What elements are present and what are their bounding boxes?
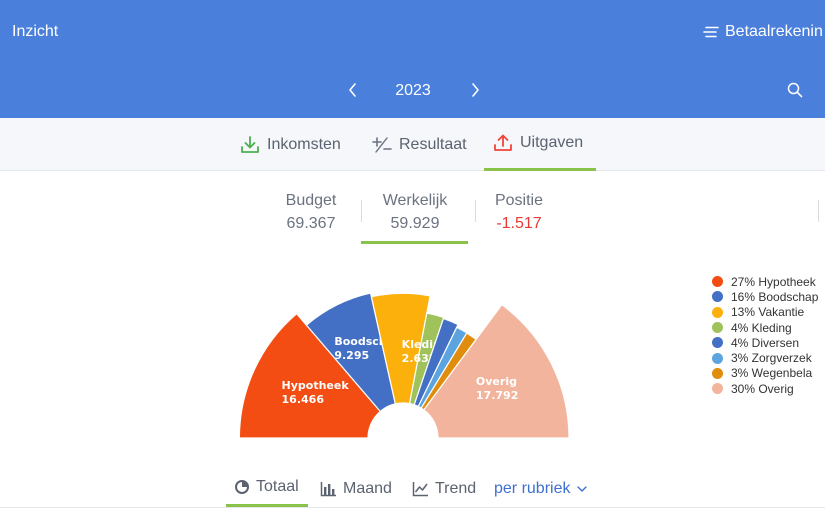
- legend-color-dot: [712, 383, 723, 395]
- header: Inzicht Betaalrekenin 2023: [0, 0, 825, 118]
- legend-label: 13% Vakantie: [731, 305, 805, 320]
- slice-value: 17.792: [476, 389, 518, 402]
- year-label: 2023: [395, 82, 431, 99]
- summary-werkelijk[interactable]: Werkelijk 59.929: [371, 192, 459, 233]
- divider: [361, 200, 362, 222]
- positie-value: -1.517: [496, 215, 542, 232]
- tab-inkomsten[interactable]: Inkomsten: [240, 118, 341, 171]
- slice-vakantie[interactable]: [370, 292, 431, 405]
- legend-item: 30% Overig: [712, 381, 818, 396]
- plus-minus-icon: [372, 136, 392, 154]
- account-label: Betaalrekenin: [725, 23, 823, 40]
- legend-label: 16% Boodschap: [731, 289, 819, 304]
- budget-value: 69.367: [286, 215, 336, 232]
- tab-maand[interactable]: Maand: [320, 470, 392, 507]
- tab-label: Inkomsten: [267, 135, 341, 153]
- slice-value: 16.466: [282, 393, 325, 406]
- slice-boodschappen[interactable]: [305, 292, 397, 413]
- legend-item: 16% Boodschap: [712, 289, 818, 304]
- chevron-down-icon: [576, 484, 588, 494]
- legend-color-dot: [712, 276, 723, 288]
- summary-budget: Budget 69.367: [276, 192, 346, 233]
- tab-label: Uitgaven: [520, 134, 584, 151]
- positie-label: Positie: [494, 192, 544, 209]
- grouping-dropdown[interactable]: per rubriek: [494, 470, 588, 507]
- legend-color-dot: [712, 337, 723, 349]
- legend-item: 13% Vakantie: [712, 305, 818, 320]
- download-icon: [240, 135, 260, 154]
- tab-label: Trend: [435, 479, 477, 497]
- pie-chart-icon: [234, 479, 250, 495]
- legend-label: 3% Zorgverzek: [731, 351, 812, 366]
- legend-label: 27% Hypotheek: [731, 274, 816, 289]
- app-title: Inzicht: [12, 23, 59, 40]
- search-icon[interactable]: [787, 82, 803, 103]
- active-summary-indicator: [361, 241, 468, 244]
- tab-trend[interactable]: Trend: [412, 470, 476, 507]
- divider: [0, 507, 825, 508]
- budget-label: Budget: [285, 192, 337, 209]
- legend-item: 4% Kleding: [712, 320, 818, 335]
- legend-color-dot: [712, 306, 723, 318]
- menu-lines-icon: [703, 26, 719, 38]
- tab-label: Resultaat: [399, 135, 467, 153]
- slice-value: 9.295: [334, 349, 369, 362]
- half-donut-chart: Hypotheek16.466Boodschappen9.295Kleding2…: [240, 292, 570, 439]
- legend-color-dot: [712, 367, 723, 379]
- slice-hypotheek[interactable]: [240, 312, 382, 439]
- line-chart-icon: [412, 481, 429, 497]
- slice-label: Hypotheek: [282, 379, 350, 392]
- slice-overig[interactable]: [423, 303, 570, 439]
- legend-label: 4% Diversen: [731, 335, 800, 350]
- tab-label: Totaal: [256, 478, 299, 495]
- expense-chart: Hypotheek 16.466 Boodschappen 9.295 Kleding 2…: [240, 262, 585, 442]
- divider: [475, 200, 476, 222]
- tab-uitgaven[interactable]: Uitgaven: [484, 118, 596, 171]
- legend-label: 30% Overig: [731, 381, 794, 396]
- bar-chart-icon: [320, 481, 337, 497]
- legend-label: 3% Wegenbela: [731, 366, 813, 381]
- tab-label: Maand: [343, 479, 392, 497]
- slice-kleding[interactable]: [408, 312, 445, 406]
- legend-item: 4% Diversen: [712, 335, 818, 350]
- legend-color-dot: [712, 291, 723, 303]
- legend-item: 3% Zorgverzek: [712, 350, 818, 365]
- legend-color-dot: [712, 352, 723, 364]
- year-navigator: 2023: [0, 78, 825, 104]
- type-tabs: Inkomsten Resultaat Uitgaven: [0, 118, 825, 171]
- legend-label: 4% Kleding: [731, 320, 792, 335]
- grouping-label: per rubriek: [494, 479, 571, 497]
- divider: [818, 200, 819, 222]
- slice-label: Overig: [476, 375, 517, 388]
- legend-color-dot: [712, 322, 723, 334]
- summary-positie: Positie -1.517: [486, 192, 552, 233]
- upload-icon: [493, 134, 513, 152]
- legend-item: 3% Wegenbela: [712, 366, 818, 381]
- account-selector-button[interactable]: Betaalrekenin: [703, 23, 823, 41]
- chevron-right-icon[interactable]: [468, 82, 482, 103]
- tab-totaal[interactable]: Totaal: [226, 470, 308, 507]
- slice-diversen[interactable]: [413, 317, 459, 408]
- view-tabs: Totaal Maand Trend per rubriek: [0, 470, 825, 508]
- werkelijk-value: 59.929: [390, 215, 440, 232]
- tab-resultaat[interactable]: Resultaat: [372, 118, 467, 171]
- chart-legend: 27% Hypotheek 16% Boodschap 13% Vakantie 4%…: [712, 274, 818, 396]
- slice-value: 2.632: [402, 352, 437, 365]
- chevron-left-icon[interactable]: [346, 82, 360, 103]
- werkelijk-label: Werkelijk: [382, 192, 448, 209]
- legend-item: 27% Hypotheek: [712, 274, 818, 289]
